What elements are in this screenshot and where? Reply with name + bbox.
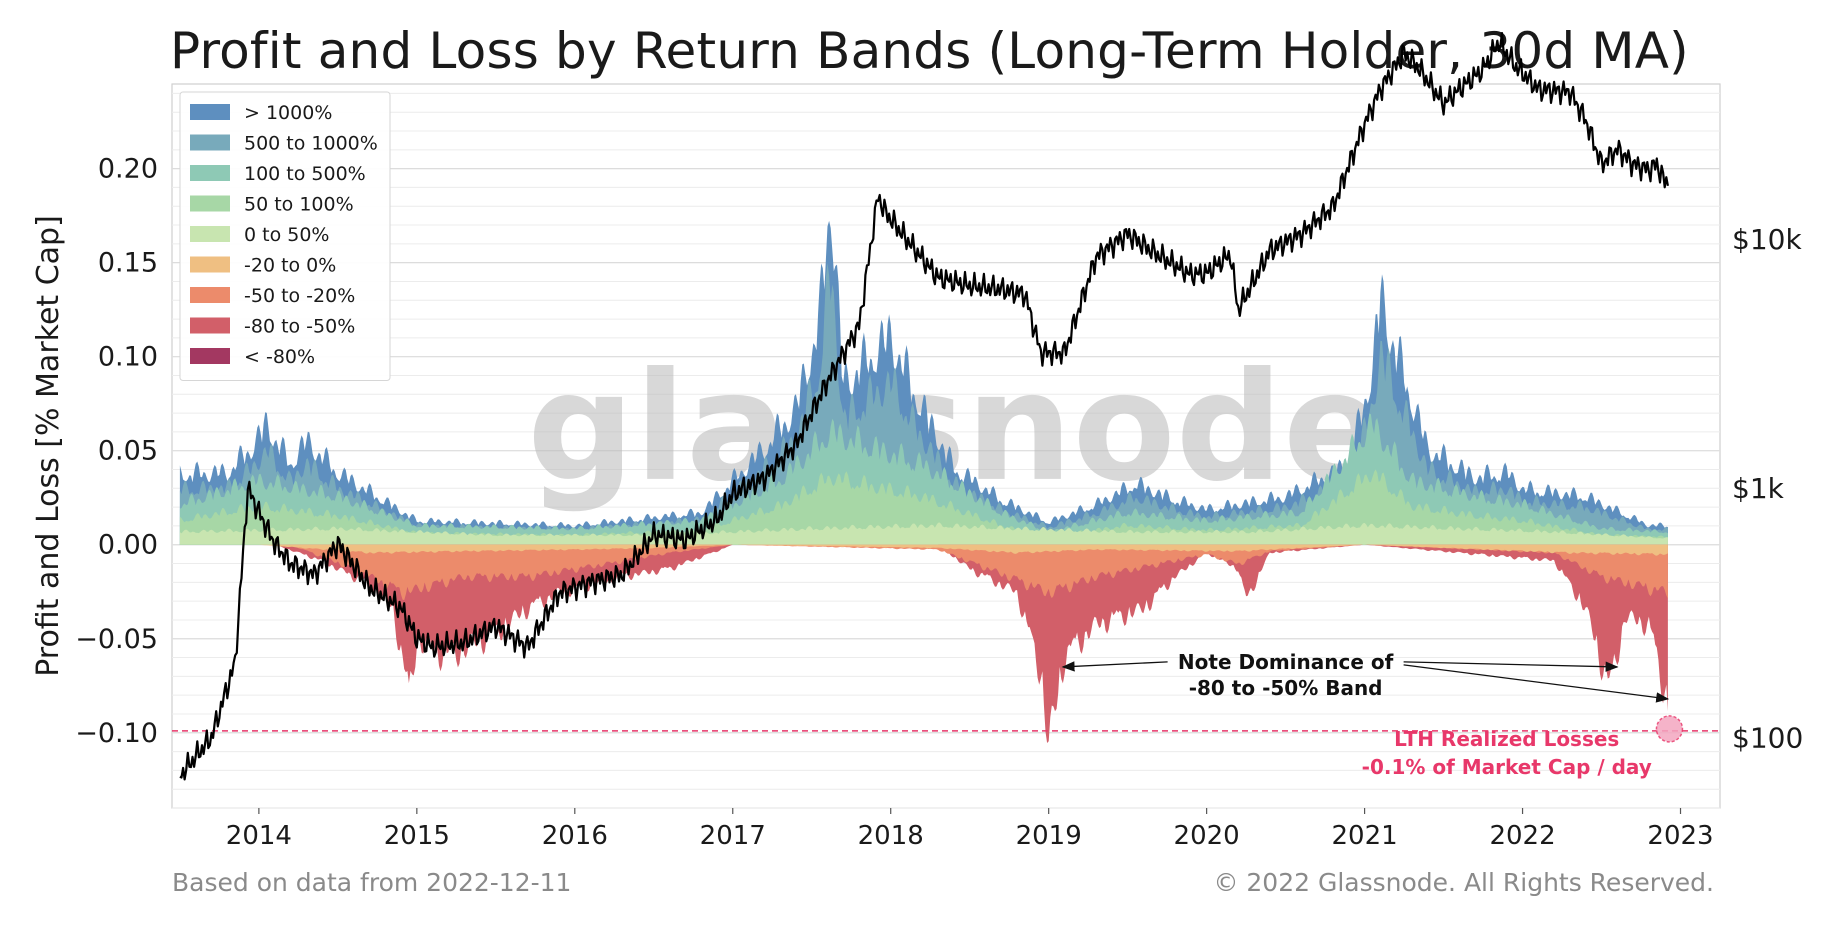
annotation-arrow (1061, 661, 1168, 672)
annotation-arrow (1403, 661, 1619, 672)
price-line (179, 32, 1669, 781)
legend-swatch (190, 195, 230, 212)
x-tick-label: 2023 (1647, 821, 1713, 851)
legend-label: -50 to -20% (244, 285, 355, 307)
x-tick-label: 2020 (1174, 821, 1240, 851)
annotation-text: -0.1% of Market Cap / day (1362, 755, 1652, 779)
legend-label: 100 to 500% (244, 163, 366, 185)
y-tick-label: 0.10 (98, 342, 158, 373)
plot-frame (171, 83, 1721, 809)
legend-swatch (190, 348, 230, 364)
legend-label: 500 to 1000% (244, 133, 378, 155)
y2-tick-label: $1k (1732, 472, 1785, 505)
legend-label: > 1000% (244, 102, 332, 124)
area-series (179, 544, 1668, 743)
y-tick-label: 0.05 (98, 436, 158, 467)
y-axis-label: Profit and Loss [% Market Cap] (31, 215, 66, 677)
x-tick-label: 2016 (542, 821, 608, 851)
x-tick-label: 2014 (226, 821, 292, 851)
legend-layer: > 1000% 500 to 1000% 100 to 500% 50 to 100%… (179, 91, 391, 381)
annotation-text: LTH Realized Losses (1394, 727, 1619, 751)
legend-swatch (190, 256, 230, 273)
annotation-text: -80 to -50% Band (1189, 676, 1383, 700)
legend-swatch (190, 287, 230, 303)
legend-label: 0 to 50% (244, 224, 329, 246)
legend-swatch (190, 134, 230, 151)
chart-title: Profit and Loss by Return Bands (Long-Te… (170, 22, 1689, 80)
area-series (179, 469, 1668, 545)
y2-tick-label: $100 (1732, 721, 1803, 754)
legend-label: -80 to -50% (244, 316, 355, 338)
legend-swatch (190, 104, 230, 120)
legend-label: -20 to 0% (244, 255, 336, 277)
y-tick-label: 0.20 (98, 154, 158, 185)
legend-box (179, 91, 391, 381)
y-tick-label: −0.10 (75, 718, 158, 749)
legend-label: 50 to 100% (244, 194, 354, 216)
footer-copyright: © 2022 Glassnode. All Rights Reserved. (1213, 868, 1714, 897)
annotations-layer: Note Dominance of-80 to -50% Band LTH Rea… (1061, 650, 1684, 779)
annotation-text: Note Dominance of (1178, 650, 1394, 674)
area-series (179, 522, 1668, 545)
x-tick-label: 2019 (1016, 821, 1082, 851)
x-tick-label: 2021 (1332, 821, 1398, 851)
highlight-marker (1655, 715, 1684, 743)
x-tick-label: 2022 (1489, 821, 1555, 851)
area-series (179, 544, 1668, 601)
y-tick-label: 0.00 (98, 530, 158, 561)
annotation-arrow (1403, 664, 1670, 703)
x-tick-label: 2017 (700, 821, 766, 851)
axes-layer: −0.10 −0.05 0.00 0.05 0.10 0.15 0.20 Profit and… (31, 154, 1803, 851)
y2-tick-label: $10k (1732, 223, 1802, 256)
y-tick-label: −0.05 (75, 624, 158, 655)
x-tick-label: 2015 (384, 821, 450, 851)
area-series (179, 413, 1668, 545)
legend-swatch (190, 226, 230, 242)
y-tick-label: 0.15 (98, 248, 158, 279)
legend-label: < -80% (244, 346, 315, 368)
price-layer (179, 32, 1669, 781)
area-series (179, 544, 1668, 556)
x-tick-label: 2018 (858, 821, 924, 851)
legend-swatch (190, 317, 230, 334)
areas-layer (179, 220, 1668, 743)
footer-source-note: Based on data from 2022-12-11 (172, 868, 572, 897)
legend-swatch (190, 165, 230, 181)
